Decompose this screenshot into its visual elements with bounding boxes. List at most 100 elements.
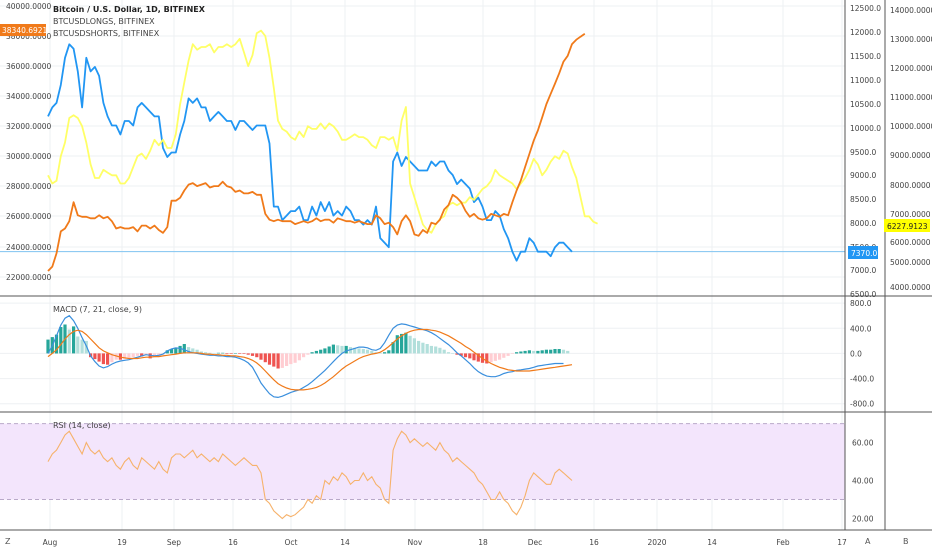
right-axis-tick: 9000.0000 — [890, 151, 931, 160]
x-tick-label: 17 — [837, 538, 847, 547]
macd-hist-bar — [118, 353, 122, 360]
x-tick-label: Oct — [285, 538, 298, 547]
macd-hist-bar — [314, 350, 318, 354]
macd-axis-tick: -800.0 — [850, 400, 874, 409]
macd-hist-bar — [204, 352, 208, 354]
mid-axis-tick: 12500.0 — [850, 4, 881, 13]
macd-hist-bar — [485, 353, 489, 364]
mid-axis-tick: 9000.0 — [850, 171, 876, 180]
macd-hist-bar — [510, 353, 514, 354]
macd-hist-bar — [365, 349, 370, 354]
x-tick-label: Feb — [776, 538, 790, 547]
auto-scale-button[interactable]: A — [865, 537, 871, 546]
macd-hist-bar — [67, 329, 71, 354]
macd-hist-bar — [199, 351, 203, 354]
macd-hist-bar — [383, 352, 387, 354]
price-tag-right-yellow-text: 6227.9123 — [887, 222, 928, 231]
left-axis-tick: 24000.0000 — [6, 243, 52, 252]
macd-hist-bar — [80, 339, 84, 354]
macd-hist-bar — [391, 342, 395, 354]
right-axis-tick: 7000.0000 — [890, 210, 931, 219]
macd-hist-bar — [267, 353, 272, 365]
price-tag-right-blue: 7370.0 — [848, 246, 878, 259]
macd-hist-bar — [331, 344, 335, 354]
x-tick-label: 14 — [707, 538, 717, 547]
rsi-band-layer — [0, 423, 845, 501]
price-tag-left-orange: 38340.6921 — [0, 24, 48, 36]
bottom-button[interactable]: B — [903, 537, 909, 546]
macd-hist-bar — [72, 326, 76, 354]
right-axis-tick: 4000.0000 — [890, 283, 931, 292]
macd-hist-bar — [140, 353, 144, 357]
macd-hist-bar — [387, 350, 391, 354]
mid-axis-tick: 11000.0 — [850, 76, 881, 85]
legend-macd: MACD (7, 21, close, 9) — [53, 305, 142, 314]
macd-hist-bar — [498, 353, 502, 360]
left-axis-tick: 36000.0000 — [6, 62, 52, 71]
macd-axis-tick: 400.0 — [850, 324, 872, 333]
x-tick-label: 2020 — [647, 538, 666, 547]
zoom-button[interactable]: Z — [5, 537, 11, 546]
macd-hist-bar — [476, 353, 480, 362]
macd-hist-bar — [434, 346, 438, 354]
macd-hist-bar — [412, 338, 416, 354]
macd-hist-bar — [285, 353, 289, 366]
mid-axis-tick: 11500.0 — [850, 52, 881, 61]
macd-hist-bar — [532, 350, 536, 354]
macd-hist-bar — [566, 350, 570, 354]
series-line-yellow — [47, 29, 598, 234]
macd-hist-bar — [557, 349, 561, 354]
macd-hist-bar — [489, 353, 493, 363]
macd-hist-bar — [400, 333, 404, 354]
x-tick-label: 14 — [340, 538, 350, 547]
x-tick-label: 19 — [117, 538, 127, 547]
mid-axis-tick: 6500.0 — [850, 290, 876, 299]
rsi-axis-tick: 40.00 — [852, 477, 874, 486]
macd-hist-bar — [310, 352, 314, 354]
macd-hist-bar — [187, 347, 191, 354]
right-axis-tick: 8000.0000 — [890, 181, 931, 190]
macd-hist-bar — [174, 347, 178, 354]
x-tick-label: Aug — [43, 538, 58, 547]
macd-axis-tick: 800.0 — [850, 299, 872, 308]
left-axis-tick: 32000.0000 — [6, 122, 52, 131]
rsi-axis-tick: 20.00 — [852, 515, 874, 524]
macd-hist-bar — [182, 344, 186, 354]
series-lines — [47, 29, 598, 520]
macd-hist-bar — [242, 353, 246, 354]
macd-hist-bar — [540, 350, 544, 354]
macd-hist-bar — [493, 353, 497, 361]
macd-hist-bar — [361, 349, 365, 354]
right-axis-tick: 6000.0000 — [890, 238, 931, 247]
x-tick-label: 18 — [478, 538, 488, 547]
macd-hist-bar — [463, 353, 468, 358]
right-axis-tick: 14000.0000 — [890, 6, 932, 15]
price-tag-left-orange-text: 38340.6921 — [2, 26, 48, 35]
left-axis-tick: 40000.0000 — [6, 2, 52, 11]
rsi-line — [47, 430, 573, 520]
macd-hist-bar — [429, 345, 433, 354]
macd-hist-bar — [404, 332, 408, 354]
left-axis-tick: 34000.0000 — [6, 92, 52, 101]
macd-hist-bar — [344, 345, 348, 354]
panel-frame — [0, 0, 932, 531]
macd-hist-bar — [323, 348, 327, 354]
mid-axis-tick: 9500.0 — [850, 148, 876, 157]
macd-hist-bar — [438, 347, 442, 354]
macd-hist-bar — [246, 353, 250, 355]
macd-hist-bar — [165, 350, 169, 354]
macd-hist-bar — [144, 353, 148, 355]
macd-hist-bar — [425, 344, 429, 354]
mid-axis-tick: 7000.0 — [850, 266, 876, 275]
legend-main-title: Bitcoin / U.S. Dollar, 1D, BITFINEX — [53, 5, 206, 14]
macd-hist-bar — [327, 346, 331, 354]
macd-hist-bar — [212, 353, 216, 354]
macd-line-signal — [47, 328, 573, 391]
macd-hist-bar — [455, 353, 459, 355]
macd-hist-bar — [169, 349, 174, 354]
right-axis-tick: 10000.0000 — [890, 122, 932, 131]
macd-hist-bar — [195, 349, 199, 354]
macd-hist-bar — [370, 350, 374, 354]
